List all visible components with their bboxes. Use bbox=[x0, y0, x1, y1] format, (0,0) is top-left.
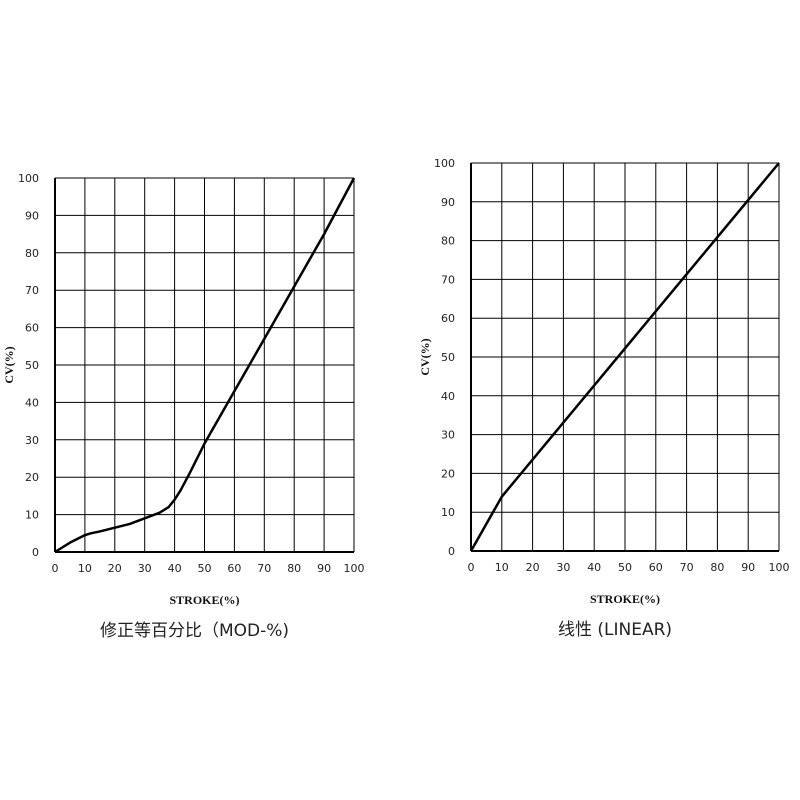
y-tick-label: 30 bbox=[441, 429, 455, 442]
x-tick-label: 30 bbox=[138, 562, 152, 575]
x-tick-label: 80 bbox=[287, 562, 301, 575]
y-tick-label: 70 bbox=[441, 273, 455, 286]
x-tick-label: 100 bbox=[769, 561, 790, 574]
y-tick-label: 50 bbox=[25, 359, 39, 372]
x-tick-label: 90 bbox=[317, 562, 331, 575]
x-tick-label: 70 bbox=[257, 562, 271, 575]
x-tick-label: 0 bbox=[52, 562, 59, 575]
y-tick-label: 60 bbox=[25, 322, 39, 335]
y-tick-label: 20 bbox=[441, 467, 455, 480]
x-axis-title: STROKE(%) bbox=[590, 592, 660, 606]
x-tick-label: 100 bbox=[344, 562, 365, 575]
x-tick-label: 90 bbox=[741, 561, 755, 574]
y-axis-title: CV(%) bbox=[2, 346, 16, 383]
x-tick-label: 0 bbox=[468, 561, 475, 574]
x-tick-label: 70 bbox=[680, 561, 694, 574]
chart: 0 10 20 30 40 50 60 70 80 90 100 0 10 20 30 40 50 60 70 80 9… bbox=[418, 157, 790, 640]
y-tick-label: 10 bbox=[25, 509, 39, 522]
x-tick-label: 20 bbox=[526, 561, 540, 574]
chart: 0 10 20 30 40 50 60 70 80 90 100 0 10 20 30 40 50 60 70 80 9… bbox=[2, 172, 365, 641]
y-tick-label: 80 bbox=[441, 235, 455, 248]
y-tick-label: 0 bbox=[32, 546, 39, 559]
y-tick-label: 40 bbox=[25, 396, 39, 409]
x-tick-label: 60 bbox=[649, 561, 663, 574]
y-tick-label: 40 bbox=[441, 390, 455, 403]
x-tick-label: 60 bbox=[227, 562, 241, 575]
x-tick-label: 40 bbox=[168, 562, 182, 575]
chart-caption: 修正等百分比（MOD-%) bbox=[100, 621, 289, 641]
x-tick-label: 40 bbox=[587, 561, 601, 574]
chart-caption: 线性 (LINEAR) bbox=[558, 620, 672, 640]
x-tick-label: 10 bbox=[78, 562, 92, 575]
y-tick-label: 10 bbox=[441, 506, 455, 519]
y-tick-label: 100 bbox=[18, 172, 39, 185]
x-tick-label: 10 bbox=[495, 561, 509, 574]
x-tick-label: 20 bbox=[108, 562, 122, 575]
x-tick-label: 30 bbox=[556, 561, 570, 574]
y-tick-label: 20 bbox=[25, 471, 39, 484]
y-tick-label: 30 bbox=[25, 434, 39, 447]
y-axis-title: CV(%) bbox=[418, 338, 432, 375]
y-tick-label: 80 bbox=[25, 247, 39, 260]
y-tick-label: 90 bbox=[25, 209, 39, 222]
data-line bbox=[54, 177, 356, 554]
y-tick-label: 90 bbox=[441, 196, 455, 209]
y-tick-label: 0 bbox=[448, 545, 455, 558]
y-tick-label: 100 bbox=[434, 157, 455, 170]
y-tick-label: 60 bbox=[441, 312, 455, 325]
x-axis-title: STROKE(%) bbox=[169, 593, 239, 607]
y-tick-label: 50 bbox=[441, 351, 455, 364]
data-line bbox=[469, 162, 780, 552]
x-tick-label: 50 bbox=[618, 561, 632, 574]
y-tick-label: 70 bbox=[25, 284, 39, 297]
x-tick-label: 50 bbox=[198, 562, 212, 575]
x-tick-label: 80 bbox=[710, 561, 724, 574]
